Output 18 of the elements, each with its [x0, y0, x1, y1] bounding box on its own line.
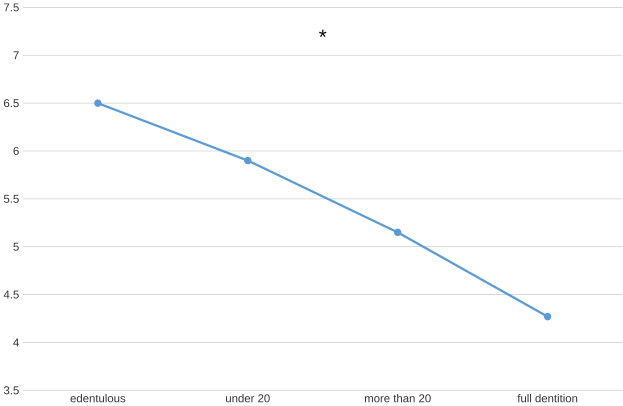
x-tick-label: more than 20 — [364, 394, 431, 402]
x-tick-label: under 20 — [226, 394, 270, 402]
y-tick-label: 3.5 — [4, 386, 19, 394]
point — [244, 156, 252, 164]
x-tick-label: full dentition — [517, 394, 578, 402]
x-tick-label: edentulous — [70, 394, 126, 402]
y-tick-label: 5 — [13, 242, 19, 251]
y-tick-label: 5.5 — [4, 195, 19, 203]
y-tick-label: 6.5 — [4, 99, 19, 108]
point — [94, 100, 102, 107]
point — [544, 313, 552, 320]
point — [394, 228, 402, 236]
y-tick-label: 7 — [14, 51, 19, 60]
y-tick-label: 4.5 — [4, 290, 19, 299]
annotation: * — [319, 30, 326, 38]
y-tick-label: 6 — [14, 147, 19, 156]
y-tick-label: 4 — [13, 338, 19, 346]
y-tick-label: 7.5 — [4, 4, 19, 12]
